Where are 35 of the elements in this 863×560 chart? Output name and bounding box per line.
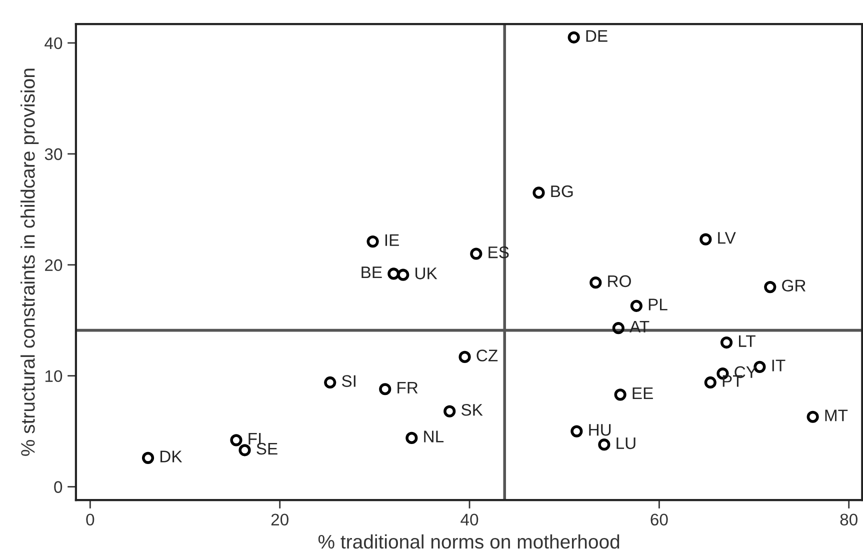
- x-tick-label: 0: [86, 514, 94, 526]
- annotation: LT: [739, 335, 756, 347]
- y-tick-label: 0: [54, 481, 62, 493]
- annotation: BE: [362, 266, 382, 278]
- x-tick-label: 80: [840, 514, 858, 526]
- annotation: MT: [825, 410, 848, 422]
- annotation: DK: [160, 450, 182, 462]
- annotation: PL: [648, 298, 668, 310]
- y-tick-label: 20: [45, 259, 62, 272]
- annotation: UK: [416, 268, 438, 280]
- y-tick-label: 40: [44, 37, 62, 50]
- annotation: IT: [772, 360, 786, 372]
- annotation: IE: [385, 234, 399, 246]
- annotation: HU: [589, 424, 611, 436]
- annotation: SE: [256, 442, 278, 455]
- y-tick-label: 30: [44, 148, 62, 160]
- annotation: FR: [398, 382, 418, 394]
- annotation: SK: [461, 404, 483, 416]
- annotation: RO: [608, 275, 631, 288]
- y-tick-label: 10: [45, 370, 62, 382]
- x-tick-label: 40: [460, 514, 478, 526]
- annotation: FI: [248, 433, 261, 444]
- x-tick-label: 20: [271, 514, 288, 526]
- x-tick-label: 60: [650, 514, 668, 526]
- annotation: NL: [424, 430, 444, 442]
- annotation: GR: [782, 280, 806, 292]
- x-axis-title: % traditional norms on motherhood: [318, 534, 620, 549]
- annotation: DE: [586, 30, 608, 42]
- annotation: BG: [551, 185, 573, 198]
- y-axis-title: % structural constraints in childcare provision: [20, 68, 39, 456]
- annotation: CZ: [476, 350, 498, 362]
- annotation: LV: [718, 232, 736, 244]
- annotation: SI: [342, 375, 356, 387]
- annotation: EE: [632, 388, 653, 399]
- annotation: LU: [616, 437, 636, 450]
